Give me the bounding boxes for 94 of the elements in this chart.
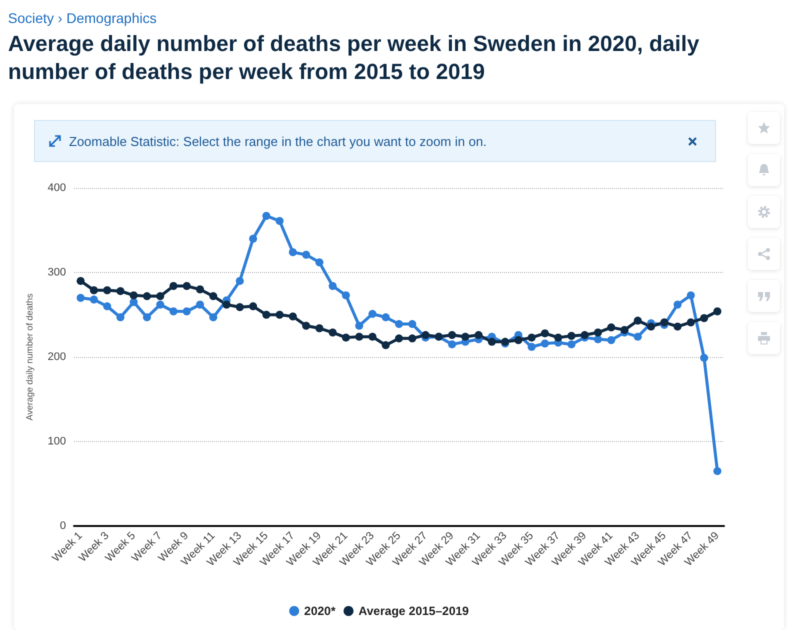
point: [156, 292, 164, 300]
point: [103, 302, 112, 310]
point: [90, 286, 98, 294]
point: [408, 334, 416, 342]
point: [76, 294, 85, 302]
point: [315, 258, 324, 266]
point: [528, 334, 536, 342]
point: [76, 276, 85, 285]
point: [382, 341, 390, 350]
point: [288, 312, 297, 320]
point: [674, 300, 682, 309]
point: [700, 354, 708, 362]
point: [130, 291, 138, 300]
point: [382, 313, 390, 322]
point: [302, 322, 310, 330]
y-tick-label: 300: [48, 266, 66, 278]
point: [395, 320, 403, 328]
point: [249, 302, 258, 310]
point: [634, 332, 642, 341]
point: [700, 314, 708, 322]
point: [196, 300, 204, 309]
point: [448, 331, 456, 340]
point: [634, 316, 642, 325]
point: [474, 331, 483, 340]
point: [249, 234, 258, 243]
point: [686, 291, 695, 300]
point: [528, 342, 536, 351]
point: [209, 292, 218, 300]
point: [408, 320, 416, 328]
point: [567, 340, 576, 348]
point: [328, 328, 337, 336]
point: [328, 282, 337, 290]
point: [116, 287, 124, 296]
point: [368, 332, 376, 341]
point: [594, 335, 602, 344]
point: [182, 307, 191, 316]
point: [170, 307, 178, 316]
point: [422, 331, 430, 340]
y-axis-title: Average daily number of deaths: [24, 293, 34, 420]
point: [236, 276, 244, 285]
point: [262, 310, 270, 319]
point: [342, 291, 350, 300]
point: [713, 307, 722, 316]
point: [488, 338, 496, 346]
point: [580, 331, 589, 340]
point: [116, 313, 124, 322]
point: [607, 323, 616, 332]
point: [302, 250, 310, 259]
point: [660, 318, 668, 326]
point: [620, 326, 629, 334]
text: Society › Demographics: [8, 10, 158, 26]
point: [142, 313, 151, 322]
point: [647, 322, 656, 331]
point: [713, 467, 722, 476]
y-tick-label: 200: [48, 351, 66, 363]
point: [355, 322, 364, 330]
point: [170, 282, 178, 290]
point: [448, 340, 456, 348]
point: [554, 334, 562, 342]
point: [674, 322, 682, 331]
point: [262, 212, 270, 220]
point: [540, 339, 549, 348]
point: [607, 336, 616, 344]
text: Zoomable Statistic: Select the range in the chart you want to zoom in on.: [69, 134, 487, 148]
point: [567, 332, 576, 340]
point: [514, 336, 522, 344]
point: [355, 332, 364, 341]
point: [182, 282, 191, 290]
point: [395, 334, 403, 342]
point: [686, 318, 695, 326]
point: [142, 292, 151, 300]
point: [209, 313, 218, 322]
point: [540, 329, 549, 338]
point: [222, 300, 231, 309]
point: [130, 298, 138, 306]
point: [103, 286, 112, 294]
point: [368, 310, 376, 318]
point: [276, 310, 284, 319]
point: [276, 216, 284, 225]
legend-label: Average 2015–2019: [358, 604, 470, 618]
y-tick-label: 0: [60, 520, 66, 532]
point: [196, 285, 204, 294]
point: [342, 334, 350, 342]
point: [315, 324, 324, 332]
point: [156, 300, 164, 309]
point: [594, 328, 602, 336]
legend-label: 2020*: [304, 604, 336, 618]
y-tick-label: 400: [48, 182, 66, 194]
point: [288, 248, 297, 256]
chart-title: Average daily number of deaths per week in Sweden in 2020, daily number of deaths per week from 2015 to 2019: [8, 30, 700, 86]
y-tick-label: 100: [48, 436, 66, 448]
point: [461, 332, 470, 341]
point: [90, 296, 98, 304]
point: [236, 303, 244, 312]
